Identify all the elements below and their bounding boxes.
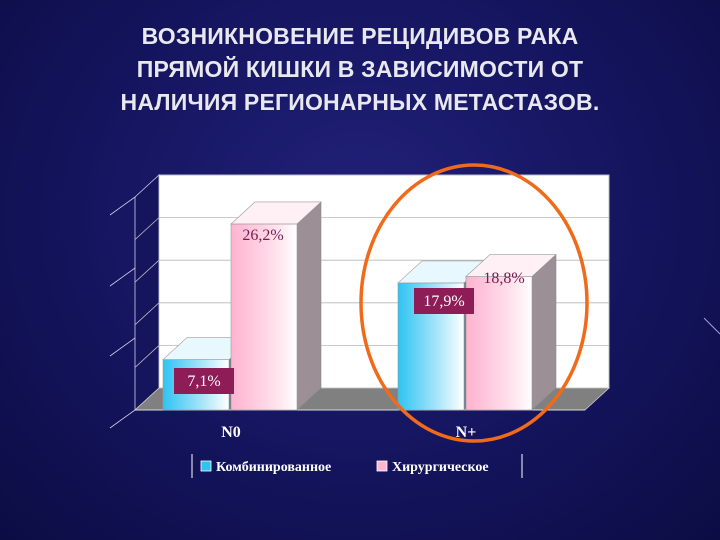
data-label: 26,2%: [242, 227, 283, 244]
legend-swatch: [376, 460, 388, 472]
side-wall: [134, 174, 160, 411]
bar-side: [531, 253, 557, 411]
data-label-bg: [174, 368, 234, 394]
bar-side: [296, 201, 322, 411]
bar-top: [465, 254, 557, 277]
highlight-ellipse: [359, 163, 589, 443]
grid-line: [134, 217, 609, 240]
y-axis-tick: [109, 409, 136, 429]
data-label-bg: [414, 288, 474, 314]
y-axis-tick: [109, 337, 136, 357]
data-label-text: 18,8%: [483, 270, 524, 287]
decorative-line: [703, 317, 720, 335]
data-label: 18,8%: [483, 270, 524, 287]
x-tick-label: N+: [456, 424, 477, 441]
data-label: 7,1%: [174, 368, 234, 394]
legend-label: Комбинированное: [216, 460, 331, 475]
y-axis-tick: [109, 267, 136, 287]
legend-label: Хирургическое: [392, 460, 489, 475]
y-axis-tick: [109, 196, 136, 216]
grid-line: [134, 259, 609, 283]
data-label-text: 17,9%: [423, 293, 464, 310]
bar-front: [230, 223, 298, 411]
bar-Хирургическое-N+: [465, 253, 557, 411]
slide-title: ВОЗНИКНОВЕНИЕ РЕЦИДИВОВ РАКА ПРЯМОЙ КИШК…: [40, 20, 680, 119]
bar-front: [465, 276, 533, 411]
title-line: НАЛИЧИЯ РЕГИОНАРНЫХ МЕТАСТАЗОВ.: [120, 89, 600, 115]
bar-Хирургическое-N0: [230, 201, 322, 411]
title-line: ВОЗНИКНОВЕНИЕ РЕЦИДИВОВ РАКА: [141, 23, 579, 49]
legend-swatch: [200, 460, 212, 472]
data-label-text: 26,2%: [242, 227, 283, 244]
bar-top: [230, 201, 322, 225]
x-tick-label: N0: [221, 424, 241, 441]
data-label: 17,9%: [414, 288, 474, 314]
legend: Комбинированное Хирургическое: [191, 454, 523, 478]
data-label-text: 7,1%: [187, 373, 220, 390]
title-line: ПРЯМОЙ КИШКИ В ЗАВИСИМОСТИ ОТ: [136, 56, 584, 82]
